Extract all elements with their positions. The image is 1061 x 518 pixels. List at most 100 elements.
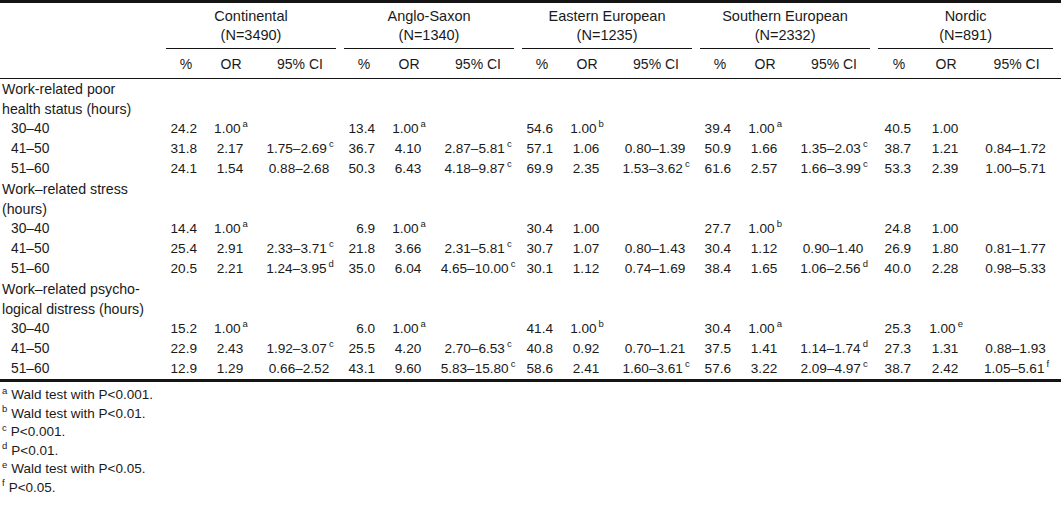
cell-percent: 26.9 xyxy=(878,239,920,259)
significance-marker: c xyxy=(863,138,868,149)
row-label-column-header xyxy=(0,2,166,50)
odds-ratio-value: 1.54 xyxy=(217,161,243,176)
cell-percent: 14.4 xyxy=(166,219,206,239)
cell-odds-ratio: 3.66 xyxy=(384,239,434,259)
odds-ratio-value: 1.00 xyxy=(748,121,774,136)
cell-odds-ratio: 1.00a xyxy=(206,219,256,239)
footnote-text: Wald test with P<0.001. xyxy=(11,387,153,402)
cell-odds-ratio: 2.43 xyxy=(206,339,256,359)
table-body: Work-related poorhealth status (hours) 30… xyxy=(0,79,1061,381)
cell-percent: 40.5 xyxy=(878,119,920,139)
odds-ratio-value: 1.00 xyxy=(214,321,240,336)
confidence-interval-value: 2.33–3.71 xyxy=(266,241,326,256)
group-header-anglo-saxon: Anglo-Saxon (N=1340) xyxy=(344,2,522,50)
confidence-interval-value: 0.84–1.72 xyxy=(985,141,1045,156)
cell-confidence-interval: 1.35–2.03c xyxy=(790,139,878,159)
significance-marker: d xyxy=(329,258,334,269)
cell-percent: 27.3 xyxy=(878,339,920,359)
confidence-interval-value: 0.66–2.52 xyxy=(269,361,329,376)
cell-percent: 57.1 xyxy=(522,139,562,159)
data-row: 51–6012.91.290.66–2.5243.19.605.83–15.80… xyxy=(0,359,1061,381)
cell-percent: 50.3 xyxy=(344,159,384,179)
cell-odds-ratio: 1.31 xyxy=(920,339,972,359)
cell-percent: 30.4 xyxy=(522,219,562,239)
section-title-line: health status (hours) xyxy=(2,99,1061,119)
cell-percent: 13.4 xyxy=(344,119,384,139)
footnote-text: P<0.05. xyxy=(9,480,56,495)
confidence-interval-value: 0.88–2.68 xyxy=(269,161,329,176)
cell-confidence-interval xyxy=(790,119,878,139)
col-header-ci: 95% CI xyxy=(972,49,1061,79)
odds-ratio-value: 1.21 xyxy=(932,141,958,156)
confidence-interval-value: 0.98–5.33 xyxy=(985,261,1045,276)
cell-odds-ratio: 1.12 xyxy=(562,259,612,279)
cell-confidence-interval xyxy=(972,119,1061,139)
cell-percent: 58.6 xyxy=(522,359,562,381)
odds-ratio-value: 3.22 xyxy=(751,361,777,376)
cell-confidence-interval: 1.66–3.99c xyxy=(790,159,878,179)
cell-confidence-interval xyxy=(434,119,522,139)
col-header-pct: % xyxy=(878,49,920,79)
group-header-southern-european: Southern European (N=2332) xyxy=(700,2,878,50)
odds-ratio-value: 0.92 xyxy=(573,341,599,356)
group-header-nordic: Nordic (N=891) xyxy=(878,2,1061,50)
data-row: 51–6020.52.211.24–3.95d35.06.044.65–10.0… xyxy=(0,259,1061,279)
cell-percent: 30.1 xyxy=(522,259,562,279)
cell-confidence-interval: 0.98–5.33 xyxy=(972,259,1061,279)
significance-marker: c xyxy=(511,258,516,269)
footnote-c: cP<0.001. xyxy=(2,423,1061,442)
significance-marker: a xyxy=(243,318,248,329)
cell-percent: 24.2 xyxy=(166,119,206,139)
odds-ratio-value: 9.60 xyxy=(395,361,421,376)
group-header-eastern-european: Eastern European (N=1235) xyxy=(522,2,700,50)
cell-percent: 40.0 xyxy=(878,259,920,279)
footnote-marker: b xyxy=(2,403,7,414)
cell-percent: 50.9 xyxy=(700,139,740,159)
section-title-row: Work–related stress(hours) xyxy=(0,179,1061,219)
group-n: (N=891) xyxy=(878,26,1053,45)
significance-marker: c xyxy=(507,158,512,169)
cell-odds-ratio: 3.22 xyxy=(740,359,790,381)
significance-marker: a xyxy=(777,118,782,129)
data-row: 41–5025.42.912.33–3.71c21.83.662.31–5.81… xyxy=(0,239,1061,259)
confidence-interval-value: 4.65–10.00 xyxy=(441,261,509,276)
footnote-marker: d xyxy=(2,440,7,451)
col-header-pct: % xyxy=(522,49,562,79)
cell-percent: 27.7 xyxy=(700,219,740,239)
cell-odds-ratio: 2.57 xyxy=(740,159,790,179)
cell-confidence-interval: 4.65–10.00c xyxy=(434,259,522,279)
cell-odds-ratio: 1.66 xyxy=(740,139,790,159)
cell-odds-ratio: 2.91 xyxy=(206,239,256,259)
cell-odds-ratio: 2.21 xyxy=(206,259,256,279)
odds-ratio-value: 2.28 xyxy=(932,261,958,276)
cell-confidence-interval: 1.60–3.61c xyxy=(612,359,700,381)
cell-percent: 53.3 xyxy=(878,159,920,179)
cell-odds-ratio: 9.60 xyxy=(384,359,434,381)
footnote-a: aWald test with P<0.001. xyxy=(2,386,1061,405)
cell-odds-ratio: 4.20 xyxy=(384,339,434,359)
confidence-interval-value: 2.31–5.81 xyxy=(444,241,504,256)
odds-ratio-value: 2.21 xyxy=(217,261,243,276)
odds-ratio-value: 6.04 xyxy=(395,261,421,276)
confidence-interval-value: 1.60–3.61 xyxy=(622,361,682,376)
confidence-interval-value: 1.24–3.95 xyxy=(266,261,326,276)
data-row: 41–5022.92.431.92–3.07c25.54.202.70–6.53… xyxy=(0,339,1061,359)
cell-odds-ratio: 1.00 xyxy=(920,219,972,239)
significance-marker: c xyxy=(685,158,690,169)
section-title: Work-related poorhealth status (hours) xyxy=(0,79,1061,120)
section-title: Work–related psycho-logical distress (ho… xyxy=(0,279,1061,319)
significance-marker: d xyxy=(863,338,868,349)
section-title-line: logical distress (hours) xyxy=(2,299,1061,319)
footnote-marker: e xyxy=(2,459,7,470)
cell-confidence-interval: 0.84–1.72 xyxy=(972,139,1061,159)
odds-ratio-value: 4.10 xyxy=(395,141,421,156)
cell-odds-ratio: 1.00a xyxy=(740,319,790,339)
odds-ratio-value: 1.00 xyxy=(748,221,774,236)
confidence-interval-value: 0.81–1.77 xyxy=(985,241,1045,256)
cell-confidence-interval: 2.09–4.97c xyxy=(790,359,878,381)
cell-odds-ratio: 0.92 xyxy=(562,339,612,359)
cell-confidence-interval xyxy=(256,219,344,239)
cell-percent: 25.3 xyxy=(878,319,920,339)
group-header-row: Continental (N=3490) Anglo-Saxon (N=1340… xyxy=(0,2,1061,50)
cell-odds-ratio: 4.10 xyxy=(384,139,434,159)
